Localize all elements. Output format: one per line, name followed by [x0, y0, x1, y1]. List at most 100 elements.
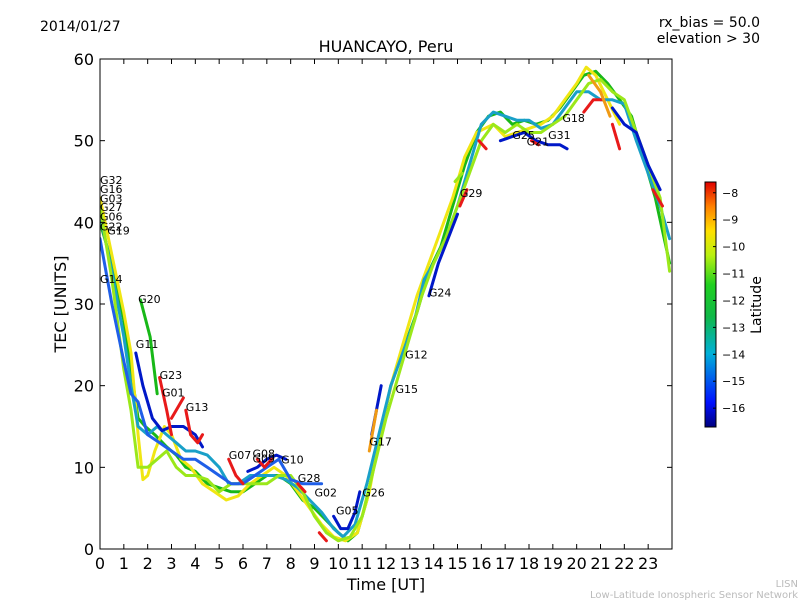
x-tick-label: 4: [190, 554, 200, 573]
colorbar-tick-label: −11: [722, 268, 745, 281]
tec-series-28: [453, 171, 464, 183]
sat-label-g16: G16: [100, 183, 123, 196]
tec-series-22: [582, 98, 605, 114]
tec-series-15: [227, 457, 245, 486]
chart-title: HUANCAYO, Peru: [319, 37, 454, 56]
sat-label-g10: G10: [281, 453, 304, 466]
tec-series-17: [296, 482, 307, 494]
sat-label-g17: G17: [369, 435, 392, 448]
x-axis-label: Time [UT]: [346, 575, 425, 594]
colorbar-tick-label: −9: [722, 214, 738, 227]
tec-series-24: [651, 188, 664, 208]
sat-label-g08: G08: [253, 448, 276, 461]
sat-label-g05: G05: [336, 505, 359, 518]
tec-series-19: [458, 188, 469, 208]
sat-label-g23: G23: [160, 369, 183, 382]
sat-label-g27: G27: [100, 201, 123, 214]
tec-series-7: [332, 490, 362, 531]
sat-label-g11: G11: [136, 338, 159, 351]
sat-label-g19: G19: [107, 225, 130, 238]
tec-series-11: [610, 106, 662, 192]
sat-label-g06: G06: [100, 211, 123, 224]
tec-series-0: [100, 69, 672, 543]
sat-label-g21: G21: [527, 136, 550, 149]
x-tick-label: 19: [543, 554, 563, 573]
tec-series-14: [184, 408, 204, 445]
sat-label-g29: G29: [460, 187, 483, 200]
tec-series-10: [498, 131, 569, 151]
tec-series-20: [477, 139, 488, 151]
sat-label-g03: G03: [100, 193, 123, 206]
x-tick-label: 0: [95, 554, 105, 573]
y-tick-label: 30: [74, 295, 94, 314]
tec-series-3: [100, 77, 672, 543]
x-tick-label: 12: [376, 554, 396, 573]
sat-label-g22: G22: [100, 221, 123, 234]
params-line-1: rx_bias = 50.0: [659, 15, 760, 31]
footer-lisn: LISN: [776, 579, 798, 590]
y-tick-label: 0: [84, 540, 94, 559]
y-axis: 0 10 20 30 40 50 60: [74, 50, 672, 559]
x-tick-label: 2: [143, 554, 153, 573]
x-tick-label: 3: [166, 554, 176, 573]
sat-label-g07: G07: [229, 449, 252, 462]
sat-label-g32: G32: [100, 174, 123, 187]
colorbar-tick-label: −14: [722, 348, 745, 361]
colorbar-tick-label: −10: [722, 241, 745, 254]
x-tick-label: 9: [309, 554, 319, 573]
colorbar-tick-label: −12: [722, 294, 745, 307]
colorbar-label: Latitude: [749, 276, 765, 334]
x-tick-label: 18: [519, 554, 539, 573]
y-axis-label: TEC [UNITS]: [51, 256, 70, 354]
sat-label-g24: G24: [429, 287, 452, 300]
sat-label-g25: G25: [512, 129, 535, 142]
sat-label-g13: G13: [186, 401, 209, 414]
colorbar: [704, 181, 717, 428]
sat-label-g28: G28: [298, 472, 321, 485]
x-tick-label: 6: [238, 554, 248, 573]
footer-network: Low-Latitude Ionospheric Sensor Network: [590, 590, 798, 600]
sat-label-g02: G02: [315, 487, 338, 500]
sat-label-g15: G15: [396, 383, 419, 396]
y-tick-label: 20: [74, 377, 94, 396]
sat-label-g31: G31: [548, 129, 571, 142]
tec-series-18: [317, 531, 328, 543]
tec-series-23: [610, 122, 622, 151]
x-tick-label: 1: [119, 554, 129, 573]
tec-series-2: [100, 90, 672, 539]
tec-series-25: [587, 73, 612, 118]
tec-series-6: [246, 453, 288, 473]
x-tick-label: 23: [638, 554, 658, 573]
x-axis: 0 1 2 3 4 5 6 7 8 9 10 11 12 13 14 15 16 17 18 19 20 21 22 23: [95, 59, 658, 573]
y-tick-label: 40: [74, 213, 94, 232]
sat-label-g14: G14: [100, 273, 123, 286]
colorbar-tick-label: −8: [722, 187, 738, 200]
colorbar-tick-label: −15: [722, 375, 745, 388]
x-tick-label: 22: [614, 554, 634, 573]
series-layer: [100, 65, 672, 543]
x-tick-label: 15: [447, 554, 467, 573]
y-tick-label: 60: [74, 50, 94, 69]
sat-label-g01: G01: [162, 386, 185, 399]
date-label: 2014/01/27: [40, 19, 121, 35]
x-tick-label: 14: [423, 554, 443, 573]
colorbar-ticks: −8 −9 −10 −11 −12 −13 −14 −15 −16: [713, 187, 745, 415]
x-tick-label: 8: [286, 554, 296, 573]
colorbar-tick-label: −13: [722, 321, 745, 334]
x-tick-label: 7: [262, 554, 272, 573]
tec-series-13: [170, 396, 185, 420]
y-tick-label: 10: [74, 458, 94, 477]
tec-series-4: [100, 237, 324, 486]
sat-label-g09: G09: [253, 452, 276, 465]
x-tick-label: 20: [566, 554, 586, 573]
tec-series-21: [529, 139, 540, 147]
colorbar-tick-label: −16: [722, 402, 745, 415]
x-tick-label: 11: [352, 554, 372, 573]
y-tick-label: 50: [74, 132, 94, 151]
x-tick-label: 16: [471, 554, 491, 573]
tec-series-12: [158, 376, 173, 437]
sat-label-g26: G26: [362, 487, 385, 500]
sat-label-g12: G12: [405, 349, 428, 362]
